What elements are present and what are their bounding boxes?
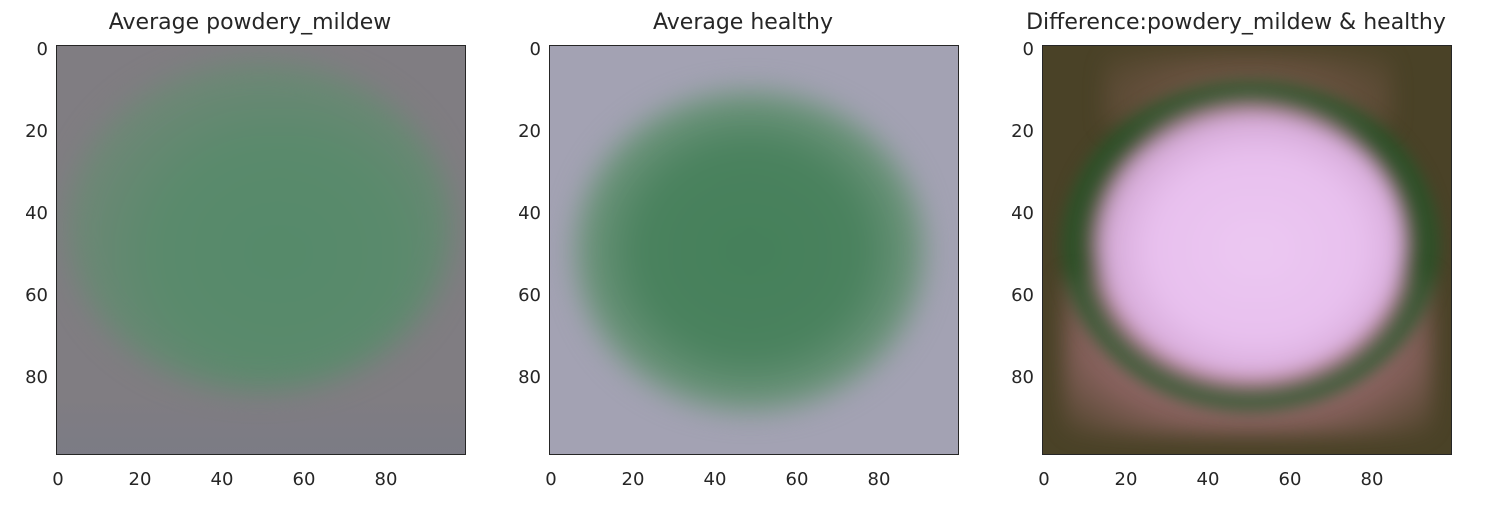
y-tick-label: 60 [1011, 285, 1034, 306]
x-tick-label: 80 [374, 469, 398, 490]
image-plot [1042, 45, 1452, 455]
y-tick-label: 40 [25, 203, 48, 224]
chart-title: Average healthy [653, 10, 833, 35]
leaf-blob [67, 61, 452, 391]
bottom-shade [57, 396, 465, 454]
y-tick-label: 0 [529, 39, 541, 60]
panel-difference: Difference:powdery_mildew & healthy 0 20… [986, 0, 1486, 506]
y-tick-label: 60 [25, 285, 48, 306]
x-tick-label: 20 [1114, 469, 1138, 490]
y-tick-label: 0 [1022, 39, 1034, 60]
x-tick-label: 0 [1038, 469, 1050, 490]
x-tick-label: 40 [1196, 469, 1220, 490]
image-plot [549, 45, 959, 455]
y-tick-label: 20 [518, 121, 541, 142]
y-tick-label: 40 [518, 203, 541, 224]
y-tick-label: 80 [25, 367, 48, 388]
x-tick-label: 80 [867, 469, 891, 490]
x-tick-label: 60 [292, 469, 316, 490]
x-tick-label: 60 [785, 469, 809, 490]
x-tick-label: 60 [1278, 469, 1302, 490]
chart-title: Average powdery_mildew [108, 10, 392, 35]
panel-powdery-mildew: Average powdery_mildew 0 20 40 60 80 0 2… [0, 0, 500, 506]
center-bright [1093, 106, 1408, 381]
x-tick-label: 20 [128, 469, 152, 490]
x-tick-label: 80 [1360, 469, 1384, 490]
y-tick-label: 0 [36, 39, 48, 60]
y-tick-label: 40 [1011, 203, 1034, 224]
y-tick-label: 20 [1011, 121, 1034, 142]
x-tick-label: 0 [545, 469, 557, 490]
chart-title: Difference:powdery_mildew & healthy [1026, 10, 1446, 35]
x-tick-label: 40 [703, 469, 727, 490]
x-tick-label: 0 [52, 469, 64, 490]
y-tick-label: 60 [518, 285, 541, 306]
x-tick-label: 40 [210, 469, 234, 490]
y-tick-label: 80 [518, 367, 541, 388]
image-plot [56, 45, 466, 455]
y-tick-label: 80 [1011, 367, 1034, 388]
x-tick-label: 20 [621, 469, 645, 490]
panel-healthy: Average healthy 0 20 40 60 80 0 20 40 60… [493, 0, 993, 506]
leaf-blob [575, 91, 925, 411]
y-tick-label: 20 [25, 121, 48, 142]
